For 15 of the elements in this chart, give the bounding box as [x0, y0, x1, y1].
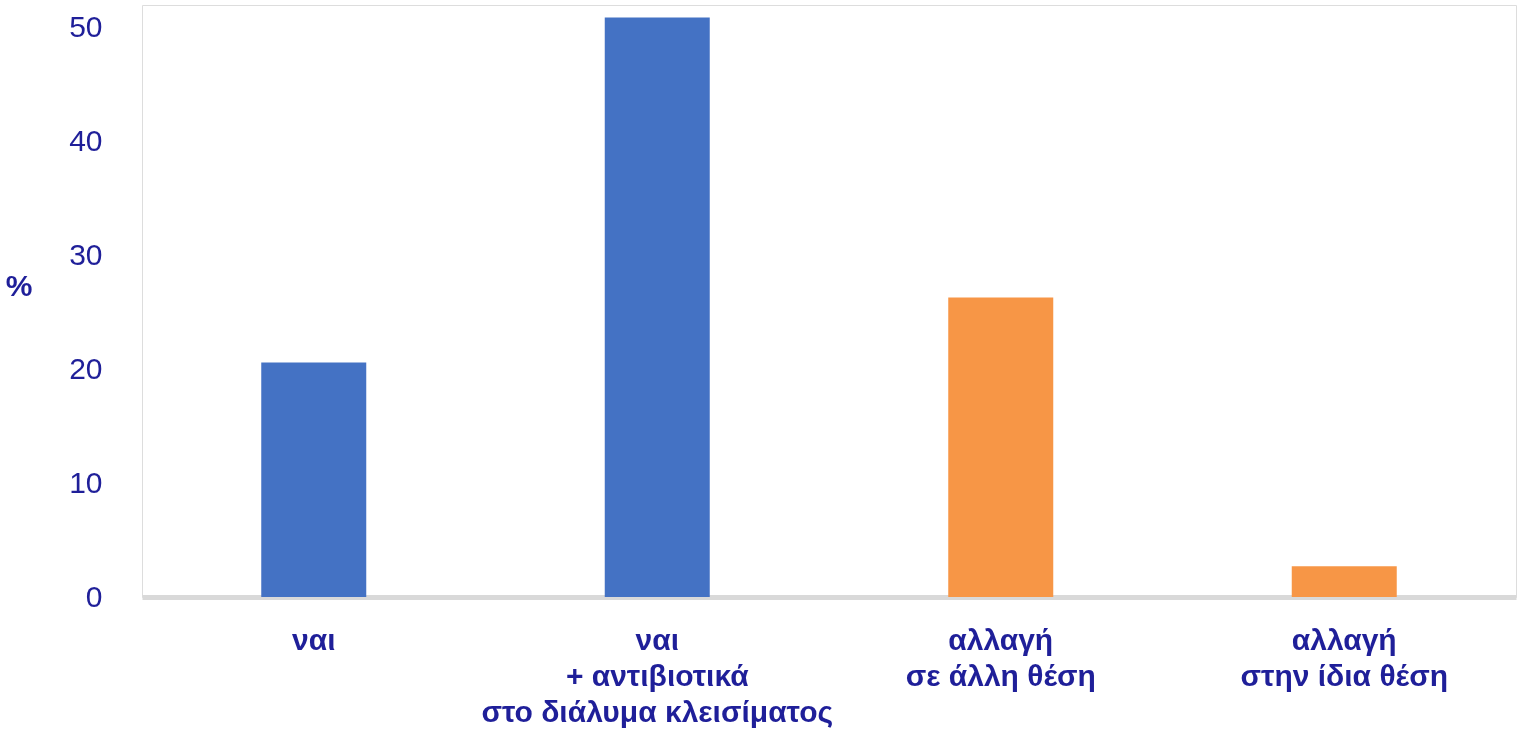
x-tick-label: αλλαγή σε άλλη θέση: [905, 622, 1096, 692]
bar: [1291, 566, 1397, 597]
y-tick-label: 50: [69, 10, 103, 44]
bar: [261, 362, 367, 597]
y-tick-label: 30: [69, 237, 103, 271]
x-tick-label: ναι: [292, 622, 336, 656]
y-axis-title: %: [5, 268, 33, 302]
bar: [948, 297, 1054, 597]
x-tick-label: ναι + αντιβιοτικά στο διάλυμα κλεισίματος: [481, 622, 834, 728]
bar: [604, 17, 710, 597]
x-tick-label: αλλαγή στην ίδια θέση: [1240, 622, 1448, 692]
y-tick-label: 10: [69, 465, 103, 499]
y-tick-label: 0: [85, 579, 103, 613]
y-tick-label: 40: [69, 124, 103, 158]
y-tick-label: 20: [69, 351, 103, 385]
